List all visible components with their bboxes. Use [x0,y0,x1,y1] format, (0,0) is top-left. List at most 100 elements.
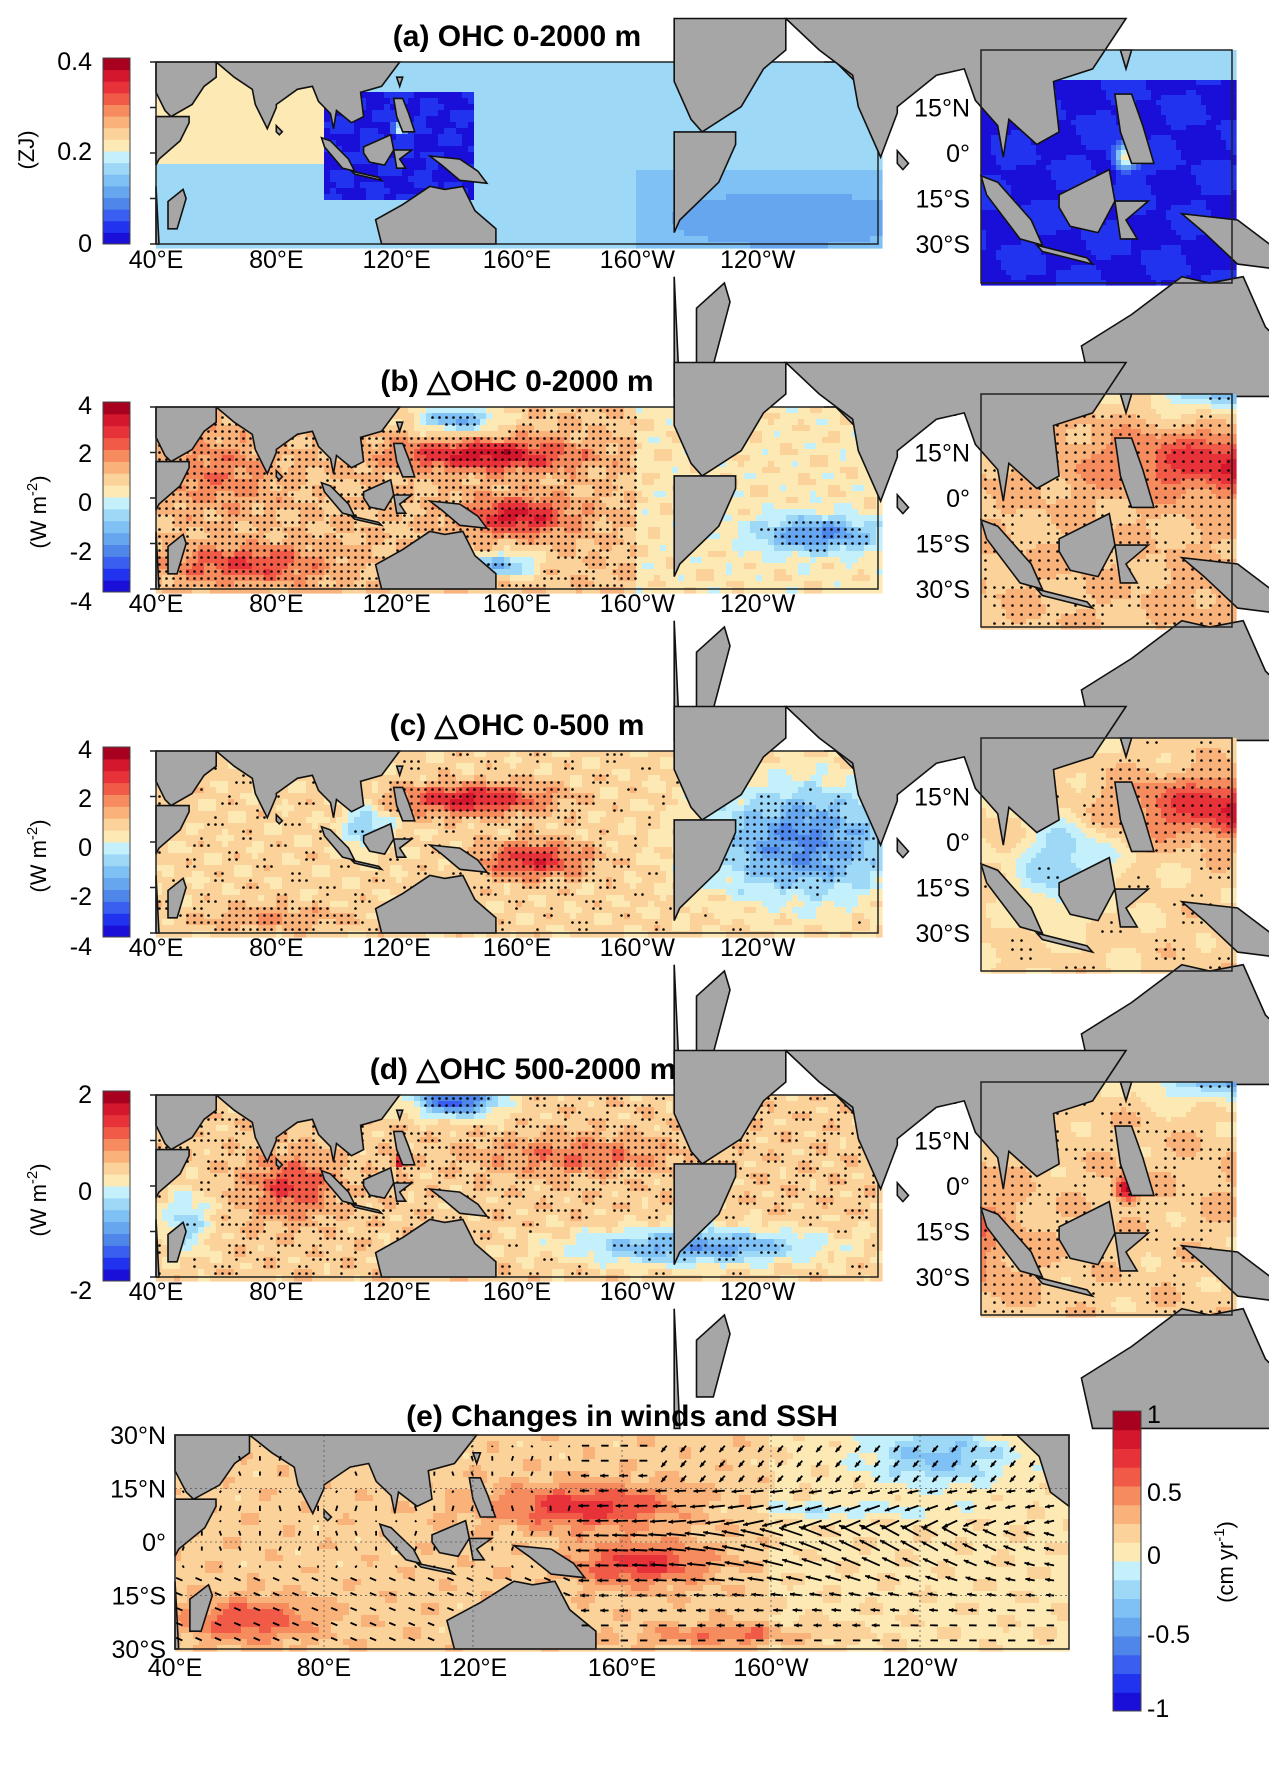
field-cell [816,92,823,99]
field-cell [750,134,757,141]
field-cell [840,128,847,135]
field-cell [546,152,553,159]
field-cell [540,140,547,147]
field-cell [774,80,781,87]
field-cell [744,128,751,135]
field-cell [540,152,547,159]
field-cell [468,140,475,147]
field-cell [654,152,661,159]
field-cell [444,98,451,105]
field-cell [624,68,631,75]
field-cell [438,110,445,117]
field-cell [312,116,319,123]
field-cell [564,146,571,153]
field-cell [570,122,577,129]
field-cell [576,104,583,111]
field-cell [612,140,619,147]
field-cell [492,92,499,99]
colorbar-segment [103,105,130,117]
field-cell [462,68,469,75]
field-cell [798,110,805,117]
field-cell [804,140,811,147]
field-cell [288,134,295,141]
field-cell [804,152,811,159]
field-cell [252,146,259,153]
field-cell [648,110,655,117]
field-cell [852,146,859,153]
field-cell [222,134,229,141]
field-cell [834,86,841,93]
field-cell [534,140,541,147]
field-cell [228,140,235,147]
field-cell [348,152,355,159]
field-cell [228,116,235,123]
field-cell [408,92,415,99]
field-cell [660,140,667,147]
field-cell [768,80,775,87]
field-cell [516,134,523,141]
field-cell [828,68,835,75]
field-cell [612,110,619,117]
field-cell [840,74,847,81]
field-cell [480,152,487,159]
field-cell [654,134,661,141]
field-cell [828,152,835,159]
field-cell [516,152,523,159]
field-cell [282,146,289,153]
field-cell [240,128,247,135]
field-cell [294,128,301,135]
field-cell [480,110,487,117]
field-cell [606,146,613,153]
field-cell [486,116,493,123]
field-cell [300,128,307,135]
field-cell [528,116,535,123]
field-cell [606,68,613,75]
field-cell [576,152,583,159]
field-cell [612,122,619,129]
field-cell [792,74,799,81]
field-cell [468,98,475,105]
field-cell [822,128,829,135]
field-cell [576,68,583,75]
field-cell [804,146,811,153]
field-cell [474,104,481,111]
field-cell [648,152,655,159]
field-cell [582,68,589,75]
field-cell [540,74,547,81]
field-cell [456,140,463,147]
field-cell [300,122,307,129]
field-cell [804,86,811,93]
field-cell [468,68,475,75]
field-cell [372,116,379,123]
field-cell [228,80,235,87]
field-cell [504,128,511,135]
field-cell [342,146,349,153]
field-cell [618,68,625,75]
field-cell [306,116,313,123]
field-cell [216,80,223,87]
field-cell [648,68,655,75]
field-cell [636,152,643,159]
field-cell [504,110,511,117]
field-cell [762,134,769,141]
field-cell [528,110,535,117]
field-cell [768,116,775,123]
field-cell [582,110,589,117]
field-cell [432,74,439,81]
field-cell [762,98,769,105]
field-cell [804,122,811,129]
field-cell [654,98,661,105]
field-cell [456,110,463,117]
field-cell [552,68,559,75]
field-cell [240,116,247,123]
field-cell [810,116,817,123]
field-cell [300,98,307,105]
field-cell [522,62,529,69]
field-cell [234,140,241,147]
field-cell [474,80,481,87]
field-cell [792,140,799,147]
field-cell [252,128,259,135]
field-cell [600,104,607,111]
field-cell [222,110,229,117]
field-cell [372,134,379,141]
